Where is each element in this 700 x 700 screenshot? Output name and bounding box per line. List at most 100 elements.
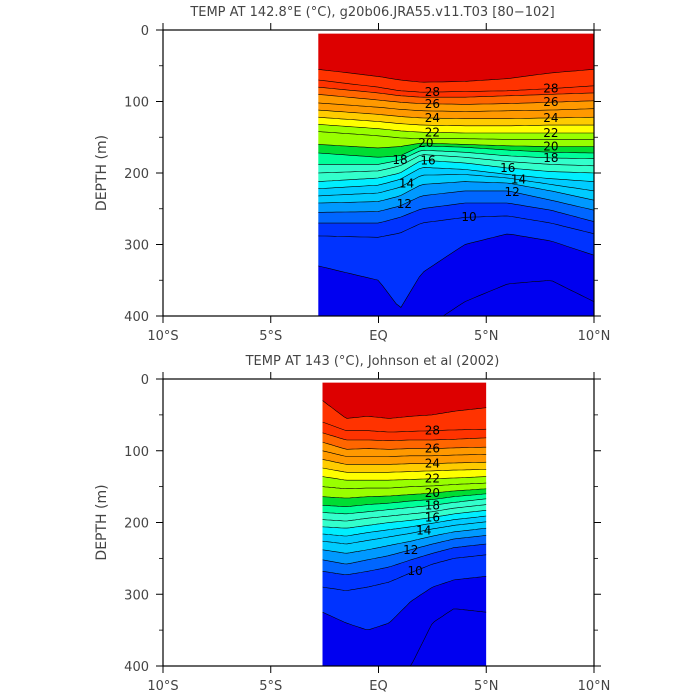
temp-band-21: [318, 124, 594, 140]
temp-band-11: [318, 190, 594, 224]
contour-label-12: 12: [397, 197, 412, 211]
isotherm-13: [322, 527, 487, 554]
x-tick-label: 10°N: [578, 329, 611, 344]
y-axis-label: DEPTH (m): [94, 135, 110, 211]
isotherm-9: [322, 576, 487, 631]
isotherm-8: [409, 608, 487, 666]
temp-band-26: [322, 432, 487, 450]
temp-band-26: [318, 87, 594, 105]
isotherm-12: [318, 190, 594, 213]
temp-band-11: [322, 535, 487, 575]
temp-band-14: [318, 167, 594, 196]
isotherm-29: [318, 69, 594, 83]
svg-text:14: 14: [416, 524, 431, 538]
y-tick-label: 100: [124, 445, 149, 460]
temp-band-21: [322, 476, 487, 489]
temp-band-12: [322, 528, 487, 564]
svg-text:26: 26: [543, 95, 558, 109]
isotherm-21: [322, 482, 487, 489]
isotherm-22: [318, 124, 594, 134]
contour-label-28: 28: [425, 85, 440, 99]
temp-band-19: [318, 143, 594, 158]
isotherm-22: [322, 476, 487, 481]
isotherm-16: [322, 510, 487, 529]
isotherm-20: [318, 142, 594, 149]
temp-band-9: [322, 554, 487, 630]
isotherm-27: [318, 86, 594, 98]
isotherm-11: [322, 543, 487, 576]
x-tick-label: 5°N: [474, 679, 499, 694]
y-tick-label: 300: [124, 239, 149, 254]
isotherm-8: [442, 280, 594, 316]
contour-label-14: 14: [416, 524, 431, 538]
contour-label-20: 20: [425, 486, 440, 500]
y-tick-label: 0: [141, 373, 149, 388]
temp-band-28: [318, 69, 594, 93]
temp-band-10: [322, 544, 487, 591]
isotherm-25: [322, 450, 487, 457]
temp-band-24: [318, 102, 594, 119]
contour-label-14: 14: [511, 173, 526, 187]
chart-title: TEMP AT 142.8°E (°C), g20b06.JRA55.v11.T…: [189, 5, 554, 20]
svg-text:16: 16: [420, 154, 435, 168]
temp-band-8: [318, 234, 594, 316]
temp-band-7: [410, 608, 487, 666]
svg-text:26: 26: [425, 97, 440, 111]
svg-text:26: 26: [425, 442, 440, 456]
y-tick-label: 200: [124, 517, 149, 532]
temp-band-29: [322, 382, 487, 419]
temp-band-8: [322, 576, 487, 666]
temp-band-22: [318, 117, 594, 133]
isotherm-10: [318, 215, 594, 238]
y-tick-label: 0: [141, 24, 149, 39]
svg-text:14: 14: [511, 173, 526, 187]
svg-text:12: 12: [397, 197, 412, 211]
temp-band-18: [318, 145, 594, 165]
temp-band-20: [318, 131, 594, 148]
isotherm-14: [322, 521, 487, 545]
contour-label-26: 26: [425, 442, 440, 456]
contour-label-22: 22: [543, 126, 558, 140]
temp-band-15: [322, 510, 487, 536]
svg-text:22: 22: [543, 126, 558, 140]
contour-label-28: 28: [543, 82, 558, 96]
isotherm-29: [322, 400, 487, 419]
isotherm-18: [322, 498, 487, 515]
x-tick-label: EQ: [369, 679, 387, 694]
contour-label-16: 16: [425, 510, 440, 524]
isotherm-26: [322, 441, 487, 450]
isotherm-23: [318, 116, 594, 127]
temp-band-15: [318, 160, 594, 189]
isotherm-16: [318, 159, 594, 182]
contour-label-24: 24: [425, 111, 440, 125]
temp-band-25: [322, 442, 487, 457]
isotherm-23: [322, 467, 487, 473]
svg-text:12: 12: [504, 185, 519, 199]
svg-text:20: 20: [543, 140, 558, 154]
contour-label-20: 20: [543, 140, 558, 154]
contour-label-16: 16: [500, 161, 515, 175]
svg-text:18: 18: [425, 498, 440, 512]
svg-text:28: 28: [425, 85, 440, 99]
contour-label-12: 12: [403, 543, 418, 557]
svg-text:14: 14: [399, 177, 414, 191]
temp-band-9: [318, 215, 594, 308]
x-tick-label: EQ: [369, 329, 387, 344]
x-tick-label: 5°N: [474, 329, 499, 344]
isotherm-9: [318, 233, 594, 308]
temp-band-19: [322, 488, 487, 507]
isotherm-26: [318, 94, 594, 105]
y-tick-label: 400: [124, 660, 149, 675]
isotherm-19: [318, 145, 594, 158]
temp-band-28: [322, 400, 487, 432]
svg-text:22: 22: [425, 472, 440, 486]
svg-text:18: 18: [543, 151, 558, 165]
contour-label-26: 26: [425, 97, 440, 111]
contour-label-14: 14: [399, 177, 414, 191]
isotherm-21: [318, 131, 594, 140]
x-tick-label: 10°N: [578, 679, 611, 694]
